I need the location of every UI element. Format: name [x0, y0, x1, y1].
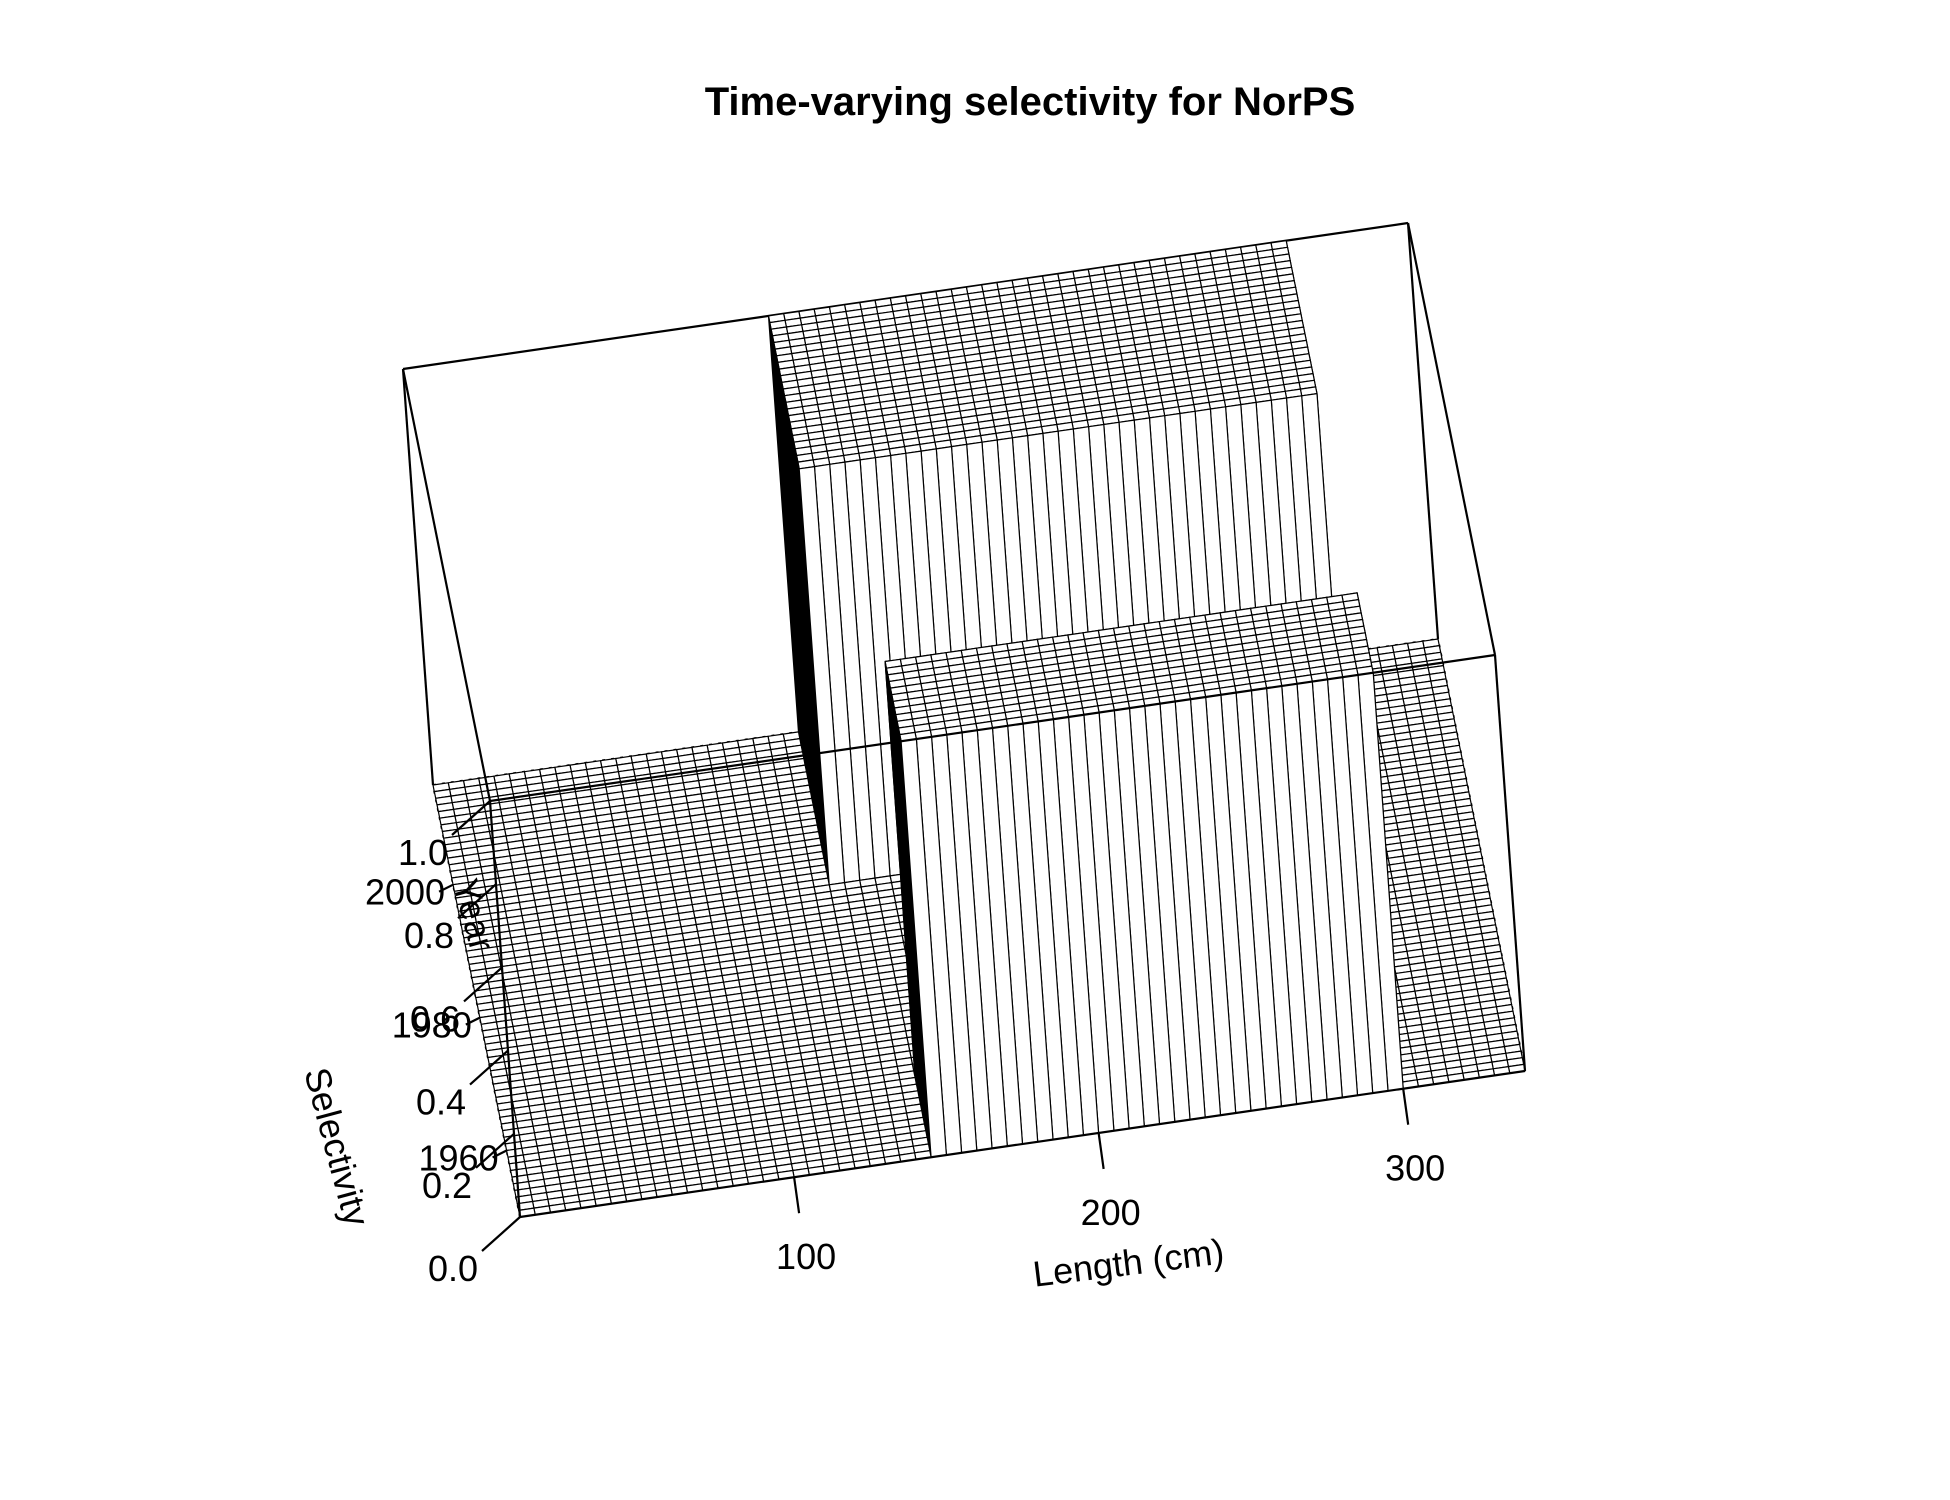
x-axis-label: Length (cm)	[1031, 1231, 1227, 1295]
x-tick	[1402, 1088, 1410, 1125]
box-edge-back-left-vertical	[401, 368, 435, 786]
box-edge-right-top	[1406, 222, 1497, 656]
x-tick-label: 300	[1385, 1148, 1445, 1189]
x-tick-label: 100	[776, 1236, 836, 1277]
selectivity-surface	[432, 240, 1526, 1218]
z-tick-label: 0.4	[416, 1082, 466, 1123]
chart-title: Time-varying selectivity for NorPS	[705, 80, 1356, 124]
z-axis-label: Selectivity	[296, 1063, 378, 1230]
z-tick-label: 0.2	[422, 1165, 472, 1206]
y-tick-label: 2000	[365, 872, 445, 913]
z-tick	[481, 1216, 521, 1252]
x-tick-label: 200	[1081, 1192, 1141, 1233]
x-tick	[1097, 1132, 1105, 1170]
z-tick-label: 0.0	[428, 1248, 478, 1289]
box-edge-back-right-vertical	[1406, 222, 1440, 640]
z-tick-label: 0.6	[410, 998, 460, 1039]
z-tick-label: 0.8	[404, 915, 454, 956]
z-tick-label: 1.0	[398, 832, 448, 873]
x-tick	[793, 1177, 801, 1214]
box-edge-left-top	[401, 368, 492, 802]
